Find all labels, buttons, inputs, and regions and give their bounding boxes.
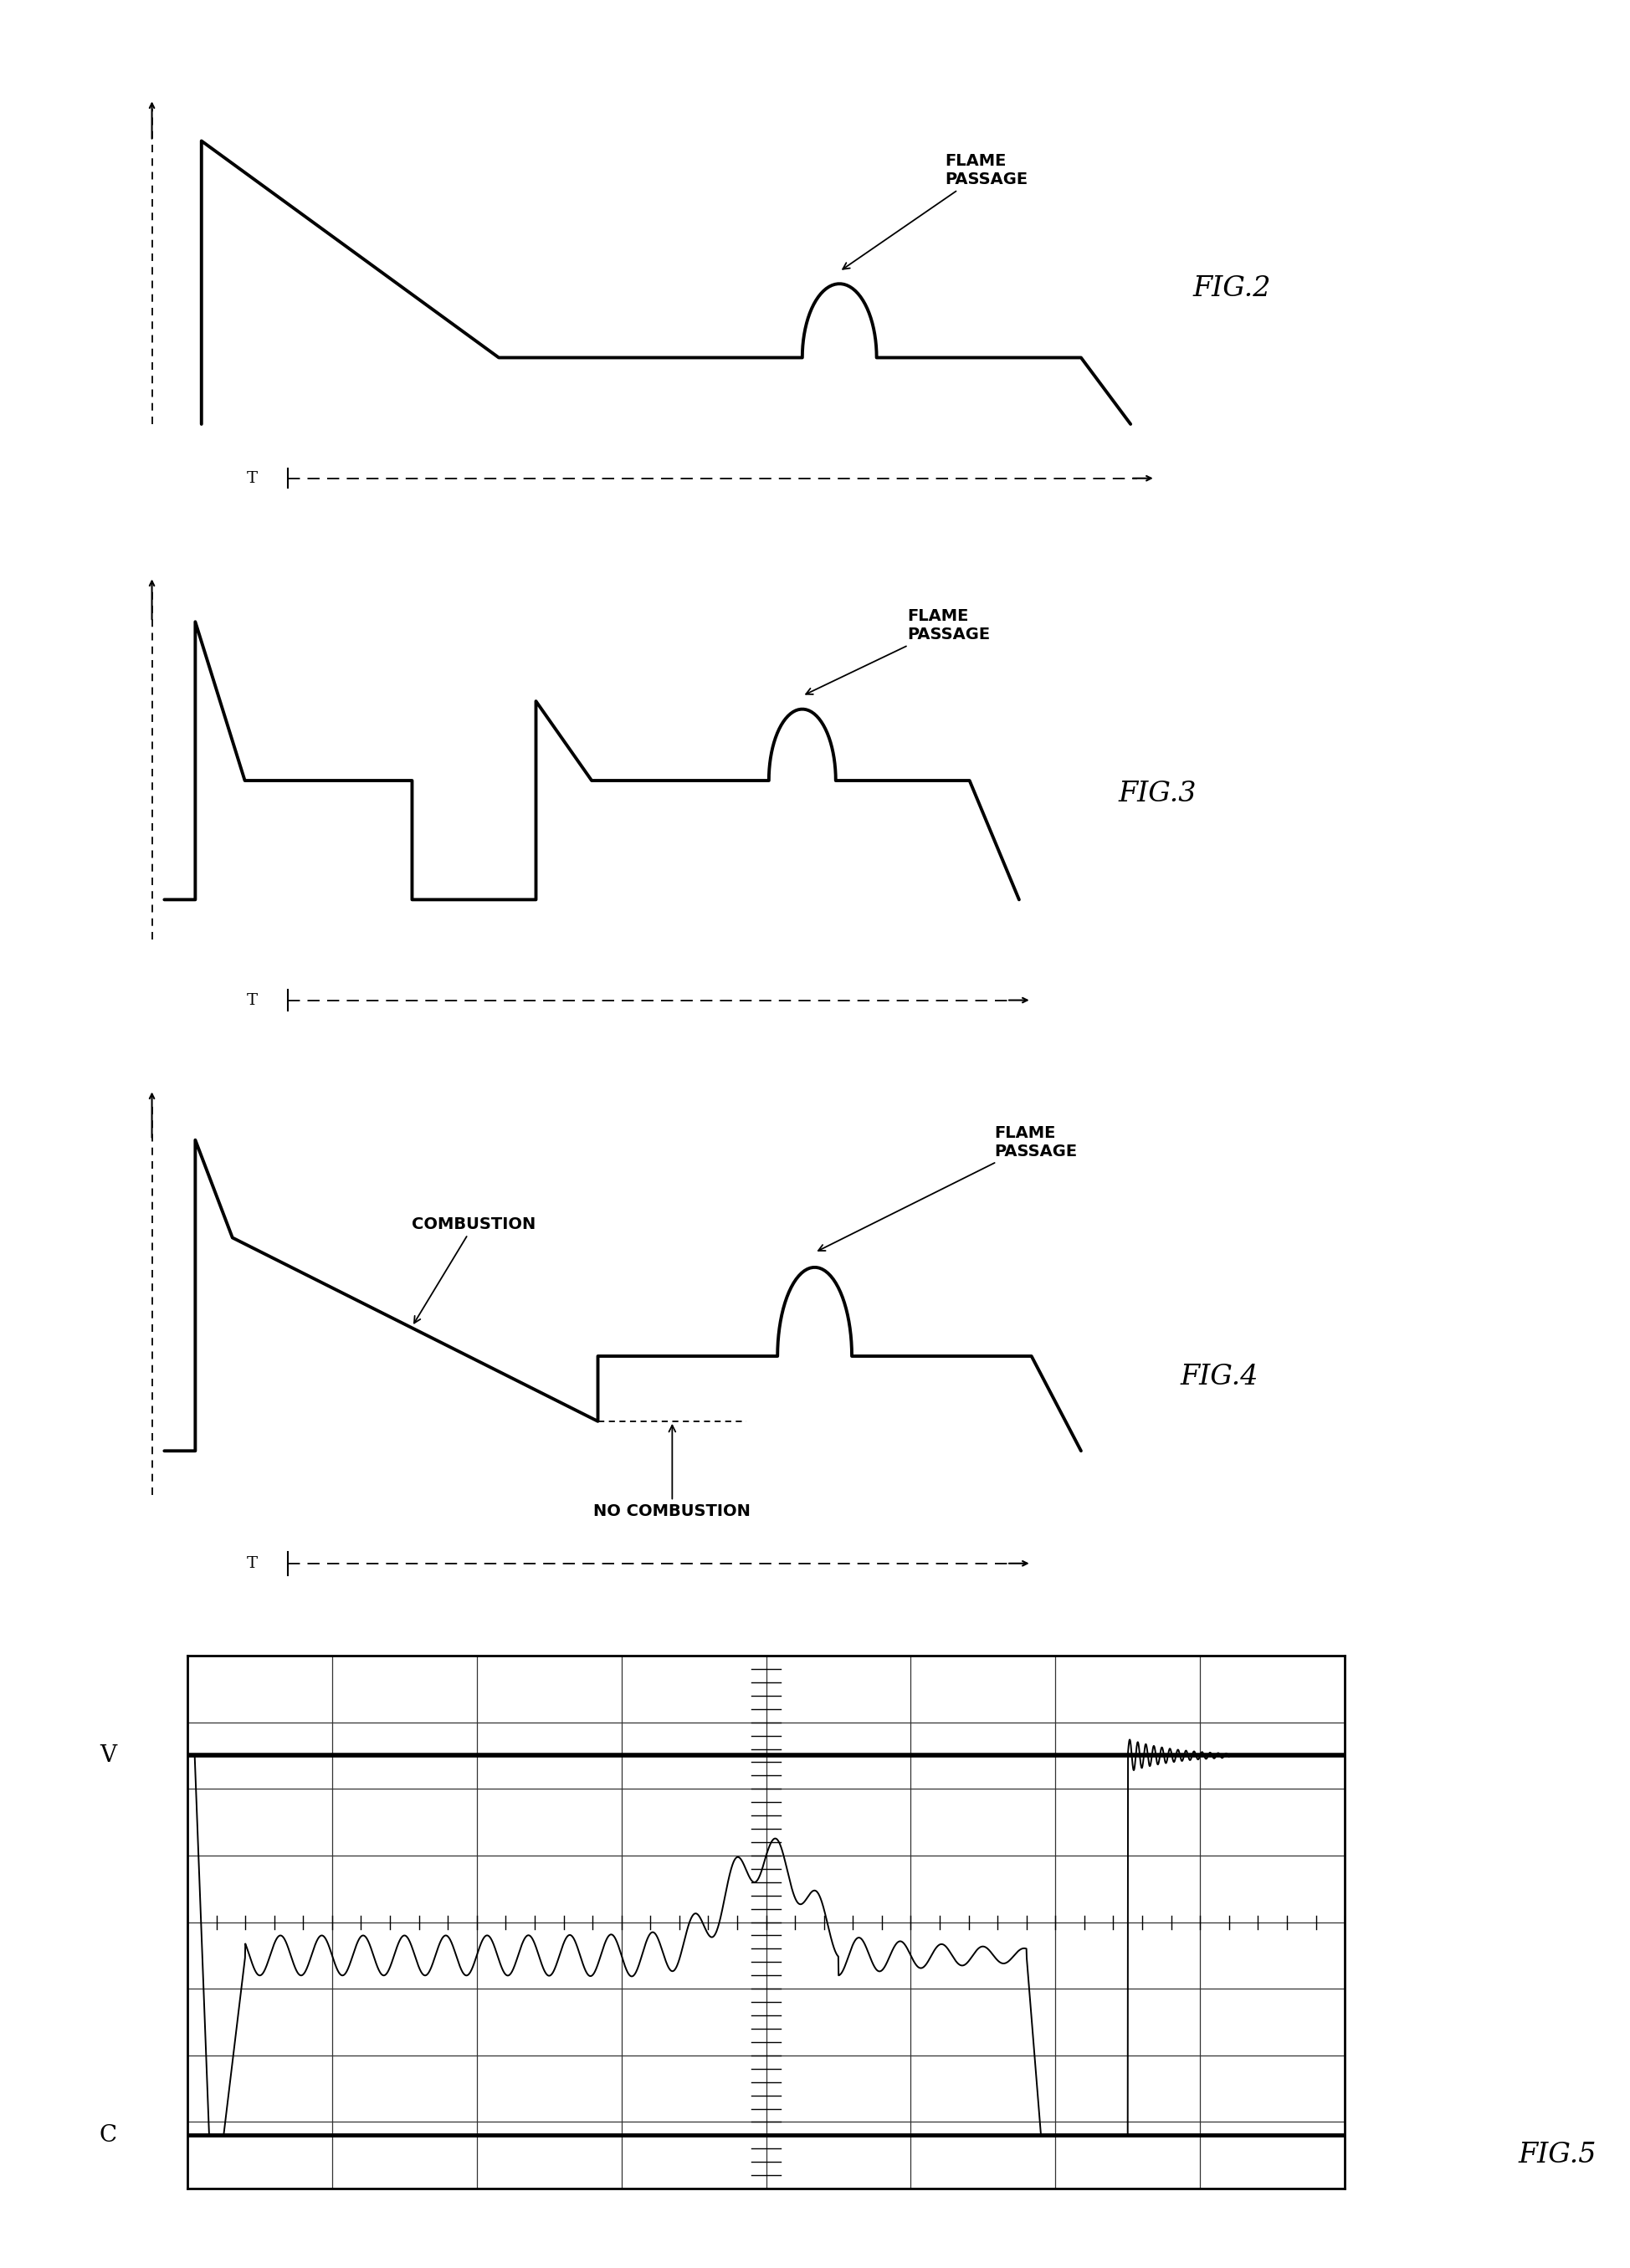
Text: FIG.2: FIG.2 <box>1193 274 1271 302</box>
Text: V: V <box>99 1744 116 1767</box>
Text: FLAME
PASSAGE: FLAME PASSAGE <box>843 154 1027 270</box>
Text: FLAME
PASSAGE: FLAME PASSAGE <box>805 608 991 694</box>
Text: C: C <box>99 2125 117 2146</box>
Text: FIG.4: FIG.4 <box>1180 1363 1258 1390</box>
Text: COMBUSTION: COMBUSTION <box>412 1216 536 1322</box>
Text: T: T <box>246 993 258 1007</box>
Text: FIG.3: FIG.3 <box>1118 780 1196 807</box>
Text: T: T <box>246 1556 258 1572</box>
Text: NO COMBUSTION: NO COMBUSTION <box>593 1424 751 1520</box>
Text: T: T <box>246 472 258 485</box>
Text: FIG.5: FIG.5 <box>1518 2141 1596 2168</box>
Text: FLAME
PASSAGE: FLAME PASSAGE <box>818 1125 1077 1250</box>
